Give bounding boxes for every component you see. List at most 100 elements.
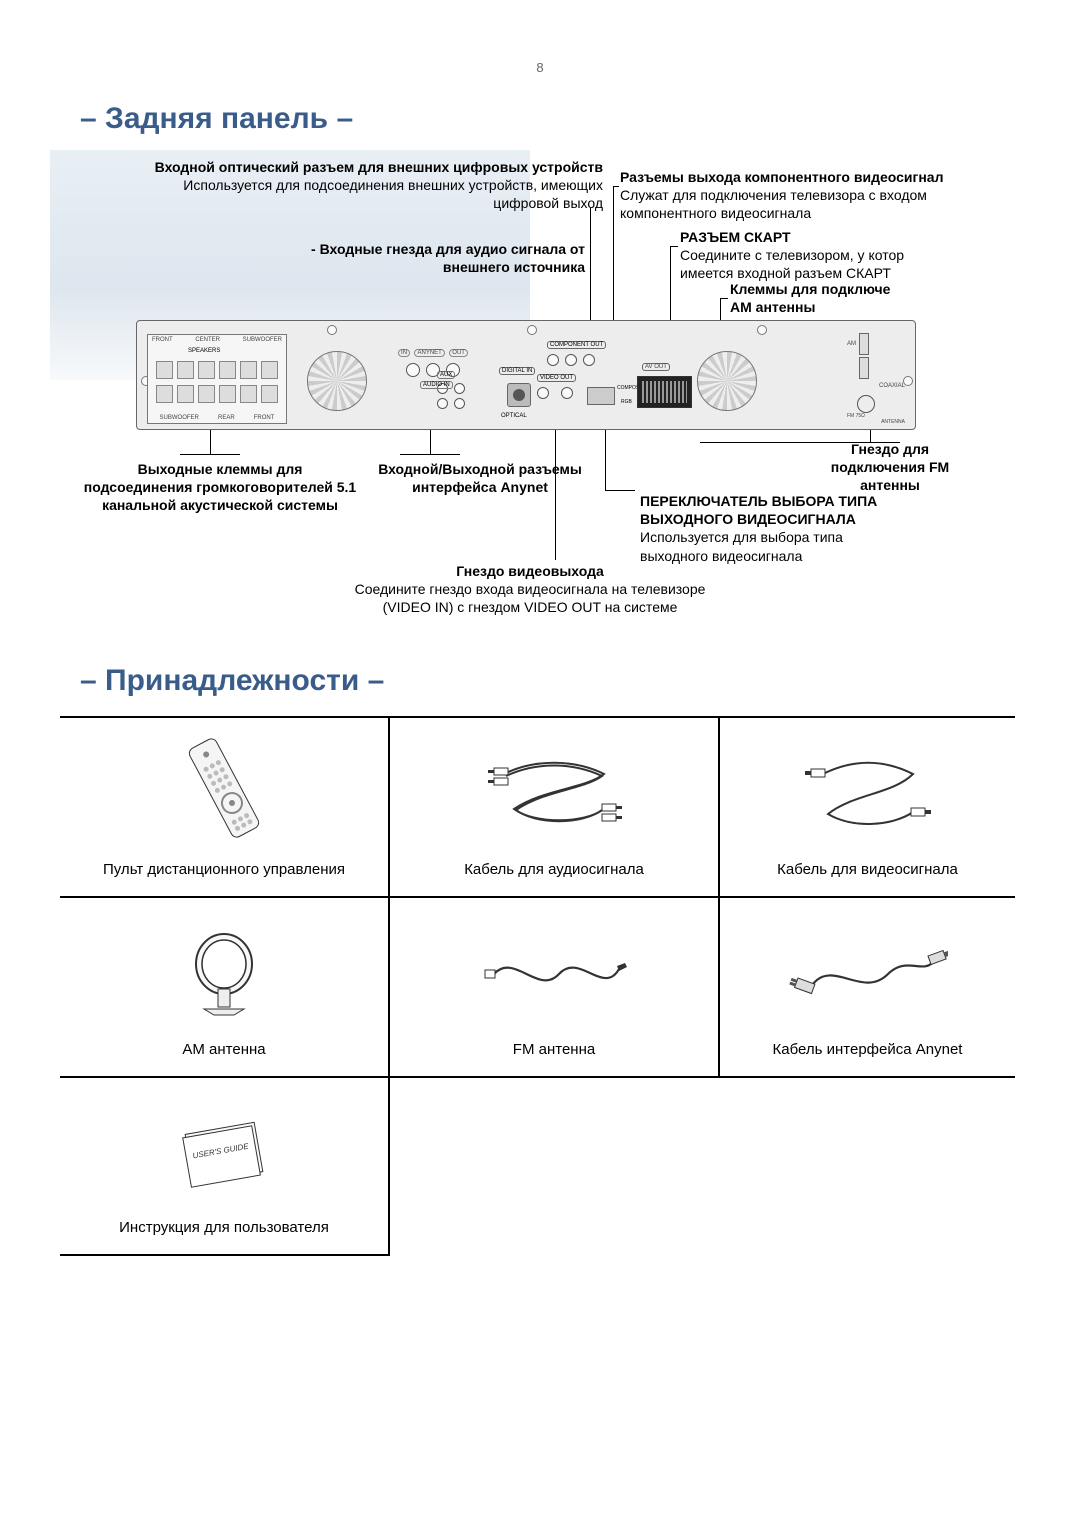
callout-desc: АМ антенны xyxy=(730,298,1010,316)
panel-label: IN xyxy=(398,349,410,357)
accessory-cell-video-cable: Кабель для видеосигнала xyxy=(720,718,1015,896)
leader-line xyxy=(400,454,460,455)
rear-panel-diagram: Входной оптический разъем для внешних ци… xyxy=(50,150,1010,580)
callout-anynet: Входной/Выходной разъемы интерфейса Anyn… xyxy=(340,460,620,496)
panel-label: COAXIAL xyxy=(847,383,905,389)
callout-line: канальной акустической системы xyxy=(60,496,380,514)
panel-label: AUX xyxy=(437,371,455,379)
callout-title: - Входные гнезда для аудио сигнала от xyxy=(225,240,585,258)
callout-line: Соедините гнездо входа видеосигнала на т… xyxy=(250,580,810,598)
callout-optical-in: Входной оптический разъем для внешних ци… xyxy=(68,158,603,213)
panel-label: SUBWOOFER xyxy=(160,415,199,421)
callout-desc: Используется для подсоединения внешних у… xyxy=(68,176,603,194)
table-row: USER'S GUIDE Инструкция для пользователя xyxy=(60,1078,1015,1256)
panel-label: ANYNET xyxy=(414,349,444,357)
callout-scart: РАЗЪЕМ СКАРТ Соедините с телевизором, у … xyxy=(680,228,1010,283)
fan-vent-icon xyxy=(697,351,757,411)
panel-label: FRONT xyxy=(254,415,275,421)
remote-control-icon xyxy=(70,733,378,843)
accessory-cell-fm-antenna: FM антенна xyxy=(390,898,720,1076)
accessory-cell-am-antenna: АМ антенна xyxy=(60,898,390,1076)
leader-line xyxy=(613,186,619,187)
audio-cable-icon xyxy=(400,744,708,843)
table-row: АМ антенна FM антенна xyxy=(60,898,1015,1078)
accessory-cell-remote: Пульт дистанционного управления xyxy=(60,718,390,896)
accessory-cell-users-guide: USER'S GUIDE Инструкция для пользователя xyxy=(60,1078,390,1256)
panel-label: RGB xyxy=(621,399,632,405)
callout-desc: цифровой выход xyxy=(68,194,603,212)
accessory-cell-audio-cable: Кабель для аудиосигнала xyxy=(390,718,720,896)
callout-line: ВЫХОДНОГО ВИДЕОСИГНАЛА xyxy=(640,510,980,528)
callout-video-out: Гнездо видеовыхода Соедините гнездо вход… xyxy=(250,562,810,617)
callout-am-terminal: Клеммы для подключе АМ антенны xyxy=(730,280,1010,316)
callout-line: (VIDEO IN) с гнездом VIDEO OUT на систем… xyxy=(250,598,810,616)
callout-title: Входной оптический разъем для внешних ци… xyxy=(68,158,603,176)
panel-label: REAR xyxy=(218,415,235,421)
callout-component-out: Разъемы выхода компонентного видеосигнал… xyxy=(620,168,1000,223)
panel-label: AV OUT xyxy=(642,363,670,371)
leader-line xyxy=(430,430,431,454)
am-antenna-icon xyxy=(70,924,378,1023)
leader-line xyxy=(720,298,728,299)
leader-line xyxy=(670,246,678,247)
scart-connector xyxy=(637,376,692,408)
empty-cell xyxy=(390,1078,720,1256)
leader-line xyxy=(613,186,614,320)
panel-label: OUT xyxy=(449,349,468,357)
callout-title: РАЗЪЕМ СКАРТ xyxy=(680,228,1010,246)
component-out-jacks: COMPONENT OUT xyxy=(547,333,647,366)
callout-line: Выходные клеммы для xyxy=(60,460,380,478)
empty-cell xyxy=(720,1078,1015,1256)
users-guide-icon: USER'S GUIDE xyxy=(70,1104,378,1201)
accessory-cell-anynet-cable: Кабель интерфейса Anynet xyxy=(720,898,1015,1076)
panel-label: CENTER xyxy=(195,337,220,343)
accessory-label: Кабель для аудиосигнала xyxy=(464,861,644,878)
callout-line: ПЕРЕКЛЮЧАТЕЛЬ ВЫБОРА ТИПА xyxy=(640,492,980,510)
fm-antenna-icon xyxy=(400,924,708,1023)
callout-desc: компонентного видеосигнала xyxy=(620,204,1000,222)
callout-line: подключения FM xyxy=(790,458,990,476)
panel-label: COMPONENT OUT xyxy=(547,341,606,349)
video-cable-icon xyxy=(730,744,1005,843)
callout-speaker-out: Выходные клеммы для подсоединения громко… xyxy=(60,460,380,515)
callout-desc: Соедините с телевизором, у котор xyxy=(680,246,1010,264)
table-row: Пульт дистанционного управления Кабель д… xyxy=(60,718,1015,898)
accessory-label: АМ антенна xyxy=(182,1041,265,1058)
rear-panel-graphic: FRONT CENTER SUBWOOFER SPEAKERS SUBWOOFER R… xyxy=(136,320,916,430)
section-title-accessories: – Принадлежности – xyxy=(80,664,384,698)
screw-icon xyxy=(527,325,537,335)
callout-desc: внешнего источника xyxy=(225,258,585,276)
screw-icon xyxy=(327,325,337,335)
callout-line: Гнездо для xyxy=(790,440,990,458)
audio-in-jacks: AUX xyxy=(437,371,507,413)
page-number: 8 xyxy=(536,60,543,75)
leader-line xyxy=(590,208,591,320)
callout-line: Входной/Выходной разъемы xyxy=(340,460,620,478)
callout-fm-jack: Гнездо для подключения FM антенны xyxy=(790,440,990,495)
speaker-terminals: FRONT CENTER SUBWOOFER SPEAKERS SUBWOOFER R… xyxy=(147,334,287,424)
leader-line xyxy=(180,454,240,455)
antenna-block: AM AM COAXIAL FM 75Ω ANTENNA xyxy=(847,333,905,423)
accessory-label: Кабель для видеосигнала xyxy=(777,861,958,878)
accessories-table: Пульт дистанционного управления Кабель д… xyxy=(60,716,1015,1256)
callout-title: Гнездо видеовыхода xyxy=(250,562,810,580)
accessory-label: FM антенна xyxy=(513,1041,595,1058)
anynet-cable-icon xyxy=(730,924,1005,1023)
callout-desc: Служат для подключения телевизора с вход… xyxy=(620,186,1000,204)
callout-line: интерфейса Anynet xyxy=(340,478,620,496)
callout-title: Клеммы для подключе xyxy=(730,280,1010,298)
callout-aux-in: - Входные гнезда для аудио сигнала от вн… xyxy=(225,240,585,276)
accessory-label: Инструкция для пользователя xyxy=(119,1219,329,1236)
video-selector-switch xyxy=(587,387,615,405)
accessory-label: Кабель интерфейса Anynet xyxy=(773,1041,963,1058)
panel-label: ANTENNA xyxy=(847,419,905,425)
panel-label: AM xyxy=(847,341,856,347)
callout-line: подсоединения громкоговорителей 5.1 xyxy=(60,478,380,496)
optical-jack xyxy=(507,383,531,407)
panel-label: SUBWOOFER xyxy=(243,337,282,343)
accessory-label: Пульт дистанционного управления xyxy=(103,861,345,878)
callout-title: Разъемы выхода компонентного видеосигнал xyxy=(620,168,1000,186)
panel-label: SPEAKERS xyxy=(188,348,220,354)
callout-video-select: ПЕРЕКЛЮЧАТЕЛЬ ВЫБОРА ТИПА ВЫХОДНОГО ВИДЕ… xyxy=(640,492,980,565)
panel-label: AUDIO IN xyxy=(420,381,453,389)
